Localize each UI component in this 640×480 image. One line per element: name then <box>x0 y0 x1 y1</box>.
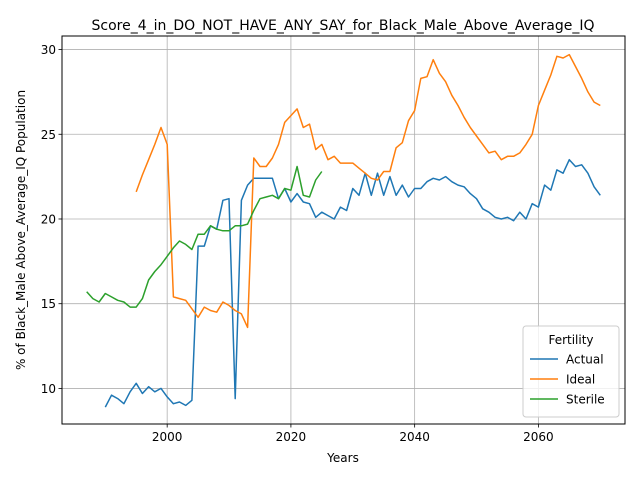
legend-label-ideal: Ideal <box>566 373 595 387</box>
x-tick-label: 2000 <box>152 430 183 444</box>
x-tick-label: 2060 <box>523 430 554 444</box>
legend-label-sterile: Sterile <box>566 393 605 407</box>
x-tick-label: 2040 <box>399 430 430 444</box>
legend-title: Fertility <box>548 333 593 347</box>
y-tick-label: 30 <box>41 43 56 57</box>
y-tick-label: 25 <box>41 128 56 142</box>
legend: Fertility Actual Ideal Sterile <box>523 326 619 417</box>
y-axis-label: % of Black_Male Above_Average_IQ Populat… <box>14 90 28 370</box>
legend-label-actual: Actual <box>566 353 604 367</box>
chart-title: Score_4_in_DO_NOT_HAVE_ANY_SAY_for_Black… <box>91 18 594 34</box>
x-axis-label: Years <box>326 451 359 465</box>
x-tick-label: 2020 <box>276 430 307 444</box>
y-tick-label: 15 <box>41 297 56 311</box>
y-tick-label: 20 <box>41 212 56 226</box>
y-tick-label: 10 <box>41 382 56 396</box>
